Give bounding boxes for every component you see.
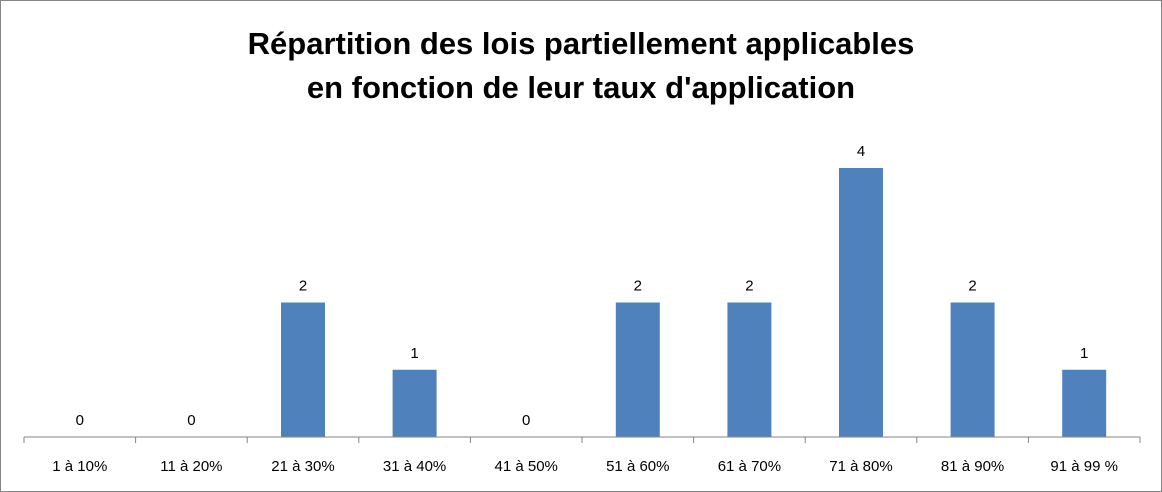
tick-labels-group: 1 à 10% 11 à 20% 21 à 30% 31 à 40% 41 à 50% 5… — [52, 458, 1118, 475]
bar — [281, 302, 325, 437]
ticks-group — [23, 437, 1141, 443]
x-tick-label: 51 à 60% — [606, 458, 669, 475]
data-label: 0 — [187, 412, 195, 429]
x-tick-label: 81 à 90% — [941, 458, 1004, 475]
bar — [727, 302, 772, 437]
data-label: 0 — [76, 412, 84, 429]
x-tick-label: 41 à 50% — [495, 458, 558, 475]
data-label: 1 — [1080, 345, 1088, 362]
data-label: 2 — [968, 278, 976, 295]
data-label: 4 — [857, 143, 865, 160]
bar — [839, 168, 883, 437]
x-tick-label: 61 à 70% — [718, 458, 781, 475]
data-labels-group: 0 0 2 1 0 2 2 4 2 1 — [76, 143, 1089, 429]
bar — [615, 302, 660, 437]
x-tick-label: 21 à 30% — [271, 458, 334, 475]
chart-title: Répartition des lois partiellement appli… — [0, 22, 1162, 110]
chart-title-line-1: Répartition des lois partiellement appli… — [247, 26, 915, 61]
chart-title-line-2: en fonction de leur taux d'application — [306, 70, 856, 105]
x-tick-label: 91 à 99 % — [1050, 458, 1118, 475]
bar — [950, 302, 995, 437]
x-tick-label: 31 à 40% — [383, 458, 446, 475]
bars-group — [281, 168, 1107, 437]
bar — [1062, 369, 1107, 437]
data-label: 2 — [299, 278, 307, 295]
x-tick-label: 1 à 10% — [52, 458, 107, 475]
x-tick-label: 71 à 80% — [829, 458, 892, 475]
data-label: 1 — [410, 345, 418, 362]
bar — [392, 369, 437, 437]
x-tick-label: 11 à 20% — [160, 458, 222, 475]
data-label: 0 — [522, 412, 530, 429]
data-label: 2 — [634, 278, 642, 295]
data-label: 2 — [745, 278, 753, 295]
